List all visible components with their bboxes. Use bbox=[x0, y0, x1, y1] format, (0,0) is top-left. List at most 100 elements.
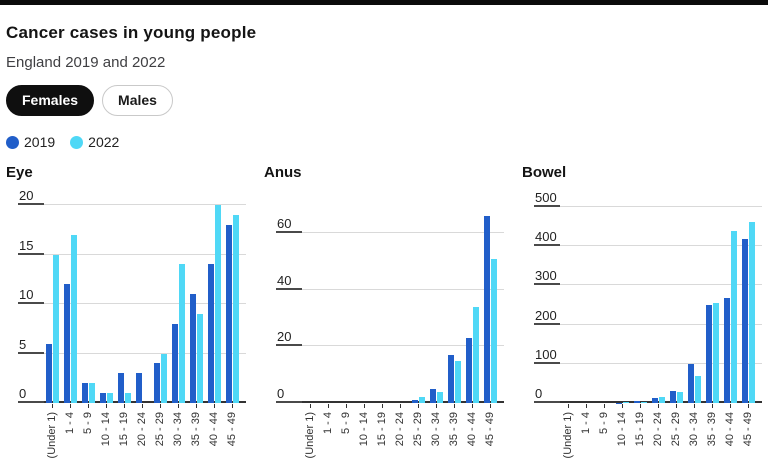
bar-group bbox=[427, 205, 445, 403]
bar-2022 bbox=[712, 303, 719, 403]
x-category: 10 - 14 bbox=[97, 404, 115, 461]
bar-2019 bbox=[207, 264, 214, 403]
gridline bbox=[18, 352, 246, 354]
x-category: 20 - 24 bbox=[133, 404, 151, 461]
y-tick-label: 5 bbox=[19, 336, 27, 352]
x-category: 40 - 44 bbox=[463, 404, 481, 461]
x-tick-label: 20 - 24 bbox=[394, 412, 406, 447]
bar-group bbox=[79, 205, 97, 403]
y-tick-dash bbox=[276, 344, 302, 347]
x-tick-label: 40 - 44 bbox=[724, 412, 736, 447]
x-tick-label: 15 - 19 bbox=[118, 412, 130, 447]
y-tick-dash bbox=[18, 401, 44, 403]
chart-title: Bowel bbox=[522, 164, 567, 181]
bar-2019 bbox=[411, 400, 418, 403]
gridline bbox=[534, 362, 762, 364]
y-tick-label: 0 bbox=[19, 386, 27, 401]
bars bbox=[559, 205, 757, 403]
bar-2022 bbox=[436, 391, 443, 403]
header: Cancer cases in young people England 201… bbox=[0, 23, 768, 150]
bar-group bbox=[223, 205, 241, 403]
page-subtitle: England 2019 and 2022 bbox=[6, 54, 166, 71]
bar-2019 bbox=[135, 373, 142, 403]
legend: 2019 2022 bbox=[6, 134, 762, 150]
gridline bbox=[18, 303, 246, 304]
x-category: 15 - 19 bbox=[115, 404, 133, 461]
y-tick-dash bbox=[276, 287, 302, 290]
x-tick bbox=[88, 404, 89, 408]
x-tick-label: 35 - 39 bbox=[448, 412, 460, 447]
x-tick bbox=[418, 404, 419, 408]
x-category: 45 - 49 bbox=[739, 404, 757, 461]
bar-2019 bbox=[45, 343, 52, 403]
gridline bbox=[534, 284, 762, 286]
bar-2022 bbox=[418, 397, 425, 403]
y-tick-label: 60 bbox=[277, 216, 292, 232]
bars bbox=[301, 205, 499, 403]
bar-group bbox=[373, 205, 391, 403]
y-tick-dash bbox=[534, 322, 560, 325]
bar-2019 bbox=[687, 363, 694, 403]
x-tick-label: 25 - 29 bbox=[412, 412, 424, 447]
x-category: 15 - 19 bbox=[631, 404, 649, 461]
bar-2019 bbox=[669, 391, 676, 403]
x-tick-label: 1 - 4 bbox=[322, 412, 334, 435]
x-category: 5 - 9 bbox=[595, 404, 613, 461]
toggle-females[interactable]: Females bbox=[6, 85, 95, 116]
gridline bbox=[276, 232, 504, 234]
y-tick-dash bbox=[534, 204, 560, 207]
bar-group bbox=[391, 205, 409, 403]
legend-item-2019: 2019 bbox=[6, 134, 55, 150]
y-tick-dash bbox=[534, 361, 560, 364]
bar-2022 bbox=[694, 376, 701, 403]
chart-anus: Anus 0 20 40 60 0 (Under 1) 1 - 4 5 - 9 10 - 1… bbox=[264, 164, 504, 461]
x-tick-label: 40 - 44 bbox=[208, 412, 220, 447]
bar-2022 bbox=[178, 264, 185, 403]
x-category: 25 - 29 bbox=[667, 404, 685, 461]
x-tick bbox=[748, 404, 749, 408]
bar-group bbox=[115, 205, 133, 403]
x-tick bbox=[676, 404, 677, 408]
bar-2022 bbox=[658, 397, 665, 403]
bar-2019 bbox=[633, 401, 640, 403]
y-tick-dash bbox=[534, 244, 560, 247]
bar-2019 bbox=[117, 373, 124, 403]
x-tick-label: 10 - 14 bbox=[616, 412, 628, 447]
bar-group bbox=[685, 205, 703, 403]
sex-toggle: Females Males bbox=[6, 85, 762, 116]
toggle-males[interactable]: Males bbox=[102, 85, 173, 116]
x-tick bbox=[586, 404, 587, 408]
bar-2019 bbox=[705, 304, 712, 403]
x-tick bbox=[160, 404, 161, 408]
y-tick-dash bbox=[276, 231, 302, 234]
x-tick-label: 25 - 29 bbox=[670, 412, 682, 447]
y-tick-label: 200 bbox=[535, 307, 557, 323]
x-tick bbox=[436, 404, 437, 408]
x-category: 35 - 39 bbox=[445, 404, 463, 461]
bar-group bbox=[301, 205, 319, 403]
x-tick-label: 5 - 9 bbox=[82, 412, 94, 435]
legend-swatch-2019-icon bbox=[6, 135, 19, 149]
y-tick-label: 100 bbox=[535, 346, 557, 362]
y-tick-label: 20 bbox=[277, 329, 292, 345]
bar-group bbox=[43, 205, 61, 403]
y-tick-label: 400 bbox=[535, 229, 557, 245]
bar-group bbox=[667, 205, 685, 403]
bar-group bbox=[631, 205, 649, 403]
x-tick bbox=[568, 404, 569, 408]
bar-group bbox=[463, 205, 481, 403]
x-category: 35 - 39 bbox=[187, 404, 205, 461]
x-tick-label: 20 - 24 bbox=[652, 412, 664, 447]
bar-2022 bbox=[160, 353, 167, 403]
x-tick bbox=[328, 404, 329, 408]
x-axis: 0 (Under 1) 1 - 4 5 - 9 10 - 14 15 - 19 20 - … bbox=[301, 404, 499, 461]
x-category: 40 - 44 bbox=[205, 404, 223, 461]
y-tick-label: 0 bbox=[277, 386, 285, 401]
x-tick bbox=[730, 404, 731, 408]
bar-group bbox=[169, 205, 187, 403]
bar-group bbox=[205, 205, 223, 403]
gridline bbox=[276, 345, 504, 347]
x-tick bbox=[604, 404, 605, 408]
bar-2019 bbox=[741, 239, 748, 403]
